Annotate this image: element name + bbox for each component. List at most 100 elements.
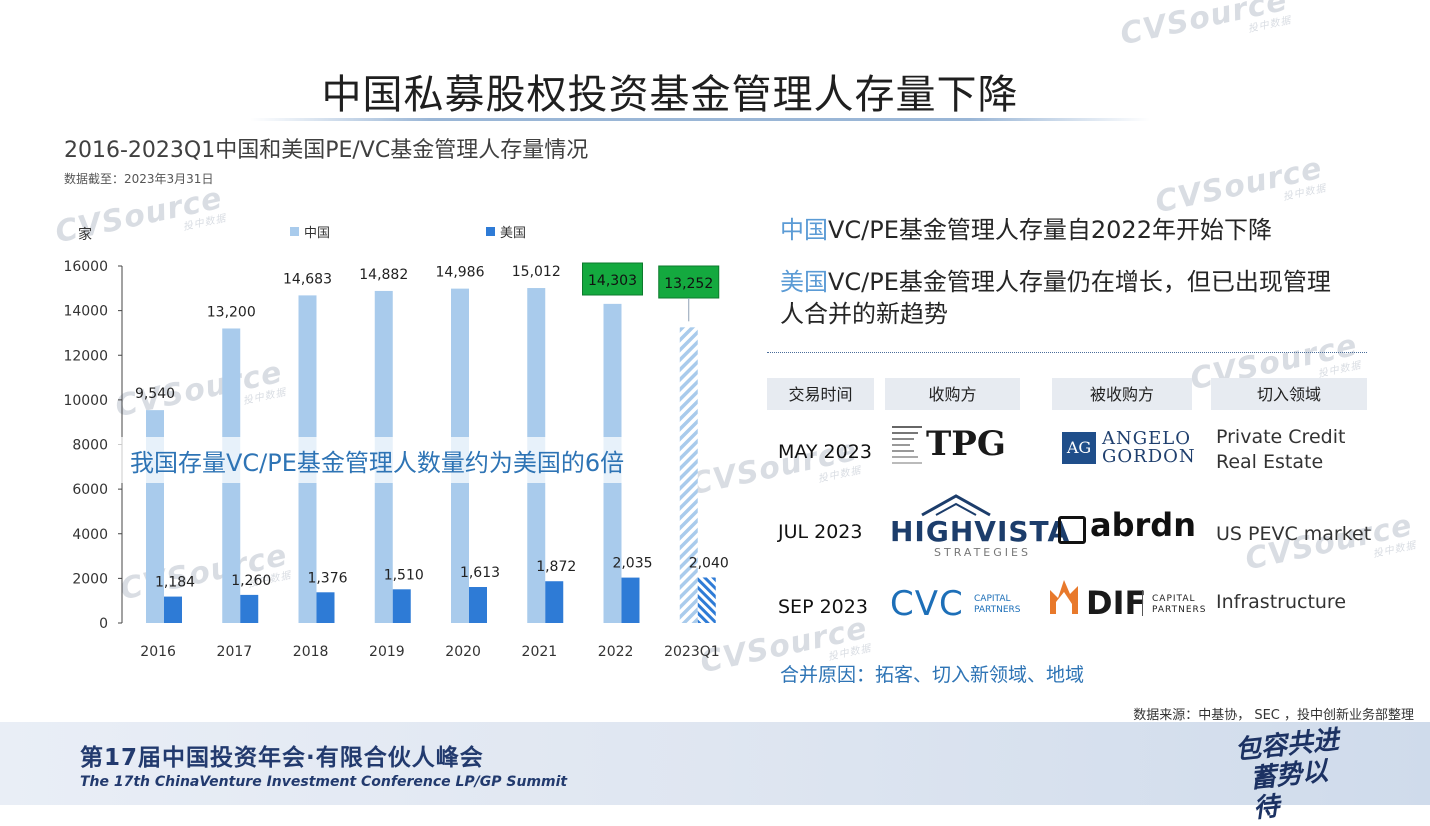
table-header-acquirer: 收购方 (885, 378, 1020, 410)
table-header-date: 交易时间 (767, 378, 874, 410)
y-tick-label: 14000 (63, 304, 108, 320)
data-label-china-2017: 13,200 (207, 304, 256, 320)
x-tick-label-2020: 2020 (445, 644, 481, 660)
watermark: CVSource 投中数据 (1242, 508, 1417, 586)
chart-subtitle: 2016-2023Q1中国和美国PE/VC基金管理人存量情况 (64, 138, 589, 163)
annotation-band (118, 437, 678, 483)
data-label-us-2019: 1,510 (384, 567, 424, 583)
acquirer-highvista-sub: STRATEGIES (934, 546, 1031, 559)
deal-date: JUL 2023 (778, 521, 863, 543)
deal-field: Infrastructure (1216, 590, 1346, 615)
dif-sub-line: PARTNERS (1152, 605, 1207, 615)
deal-date: MAY 2023 (778, 441, 872, 463)
table-header-field: 切入领域 (1211, 378, 1367, 410)
legend-swatch-us (486, 227, 495, 236)
x-tick-label-2017: 2017 (217, 644, 253, 660)
cvc-sub-line: CAPITAL (974, 594, 1011, 604)
watermark-text: CVSource (1117, 0, 1291, 53)
title-underline (250, 118, 1150, 121)
dif-flame-icon (1050, 580, 1078, 614)
table-header-target: 被收购方 (1052, 378, 1192, 410)
legend-swatch-china (290, 227, 299, 236)
y-tick-label: 2000 (72, 571, 108, 587)
bar-us-2017 (240, 594, 259, 623)
y-tick-label: 10000 (63, 393, 108, 409)
page-title: 中国私募股权投资基金管理人存量下降 (321, 72, 1019, 118)
bar-chart: 0 2000 4000 6000 8000 10000 12000 14000 16000 家 中国… (63, 226, 729, 660)
angelo-gordon-logo-mark: AG (1062, 432, 1096, 464)
y-tick-label: 16000 (63, 259, 108, 275)
acquirer-highvista: HIGHVISTA (890, 515, 1071, 548)
y-unit-label: 家 (78, 226, 92, 243)
target-line-1: ANGELO (1102, 428, 1191, 449)
field-line: Private Credit (1216, 426, 1346, 448)
field-line: Infrastructure (1216, 591, 1347, 613)
us-highlight: 美国 (780, 268, 828, 296)
target-line-2: GORDON (1102, 446, 1196, 467)
target-dif-sub: CAPITAL PARTNERS (1152, 594, 1207, 616)
slogan-line: 蓄势以待 (1248, 756, 1330, 825)
acquirer-cvc: CVC (890, 584, 964, 624)
deal-field: US PEVC market (1216, 522, 1371, 547)
y-tick-label: 4000 (72, 527, 108, 543)
bar-china-2023Q1 (679, 327, 698, 623)
deal-date: SEP 2023 (778, 596, 868, 618)
x-tick-label-2021: 2021 (522, 644, 558, 660)
slogan-calligraphy: 包容共进 蓄势以待 (1234, 724, 1353, 825)
watermark: CVSource 投中数据 (1117, 0, 1292, 61)
chart-annotation: 我国存量VC/PE基金管理人数量约为美国的6倍 (130, 449, 624, 477)
x-tick-label-2023Q1: 2023Q1 (664, 644, 720, 660)
abrdn-logo-mark (1058, 516, 1086, 544)
data-label-china-2016: 9,540 (135, 386, 175, 402)
y-tick-label: 6000 (72, 482, 108, 498)
us-trend-text: VC/PE基金管理人存量仍在增长，但已出现管理人合并的新趋势 (780, 268, 1331, 328)
bar-us-2016 (164, 596, 182, 623)
data-date-note: 数据截至：2023年3月31日 (64, 172, 214, 186)
dif-sub-line: CAPITAL (1152, 594, 1196, 604)
data-label-us-2017: 1,260 (231, 573, 271, 589)
bar-us-2018 (316, 592, 335, 623)
data-label-china-2020: 14,986 (436, 265, 485, 281)
x-tick-label-2018: 2018 (293, 644, 329, 660)
acquirer-tpg: TPG (926, 424, 1006, 464)
china-trend-text: VC/PE基金管理人存量自2022年开始下降 (828, 216, 1272, 244)
x-tick-label-2019: 2019 (369, 644, 405, 660)
target-dif: DIF (1086, 584, 1147, 622)
footer-banner (0, 722, 1430, 805)
y-tick-label: 12000 (63, 348, 108, 364)
data-label-china-2023Q1: 13,252 (664, 276, 713, 292)
bar-us-2022 (621, 577, 640, 623)
footer-title-en: The 17th ChinaVenture Investment Confere… (80, 774, 568, 790)
target-abrdn: abrdn (1090, 506, 1196, 544)
data-label-china-2018: 14,683 (283, 271, 332, 287)
bar-us-2023Q1 (697, 577, 716, 623)
acquirer-cvc-sub: CAPITAL PARTNERS (974, 594, 1021, 616)
deal-field: Private Credit Real Estate (1216, 425, 1345, 475)
data-label-us-2023Q1: 2,040 (689, 555, 729, 571)
footer-title-cn: 第17届中国投资年会·有限合伙人峰会 (80, 745, 484, 771)
tpg-logo-mark (892, 424, 922, 470)
highvista-roof-icon (921, 494, 991, 517)
watermark-text: CVSource (1152, 150, 1326, 221)
legend-label-us: 美国 (500, 226, 526, 241)
data-source: 数据来源：中基协， SEC ，投中创新业务部整理 (1133, 708, 1414, 723)
data-label-china-2019: 14,882 (359, 267, 408, 283)
x-tick-label-2016: 2016 (140, 644, 176, 660)
y-tick-label: 8000 (72, 438, 108, 454)
cvc-sub-line: PARTNERS (974, 605, 1021, 615)
data-label-us-2018: 1,376 (307, 570, 347, 586)
watermark-sub: 投中数据 (1247, 15, 1293, 36)
legend-label-china: 中国 (304, 226, 330, 241)
field-line: Real Estate (1216, 451, 1324, 473)
data-label-china-2022: 14,303 (588, 273, 637, 289)
bar-us-2021 (545, 581, 564, 623)
bar-us-2019 (392, 589, 411, 623)
highlight-badge-2022 (582, 262, 643, 296)
us-trend-note: 美国VC/PE基金管理人存量仍在增长，但已出现管理人合并的新趋势 (780, 266, 1340, 330)
target-angelo-gordon: ANGELO GORDON (1102, 430, 1196, 466)
merger-reason: 合并原因：拓客、切入新领域、地域 (780, 664, 1085, 686)
bar-us-2020 (469, 587, 487, 623)
data-label-us-2021: 1,872 (536, 559, 576, 575)
data-label-china-2021: 15,012 (512, 264, 561, 280)
data-label-us-2020: 1,613 (460, 565, 500, 581)
